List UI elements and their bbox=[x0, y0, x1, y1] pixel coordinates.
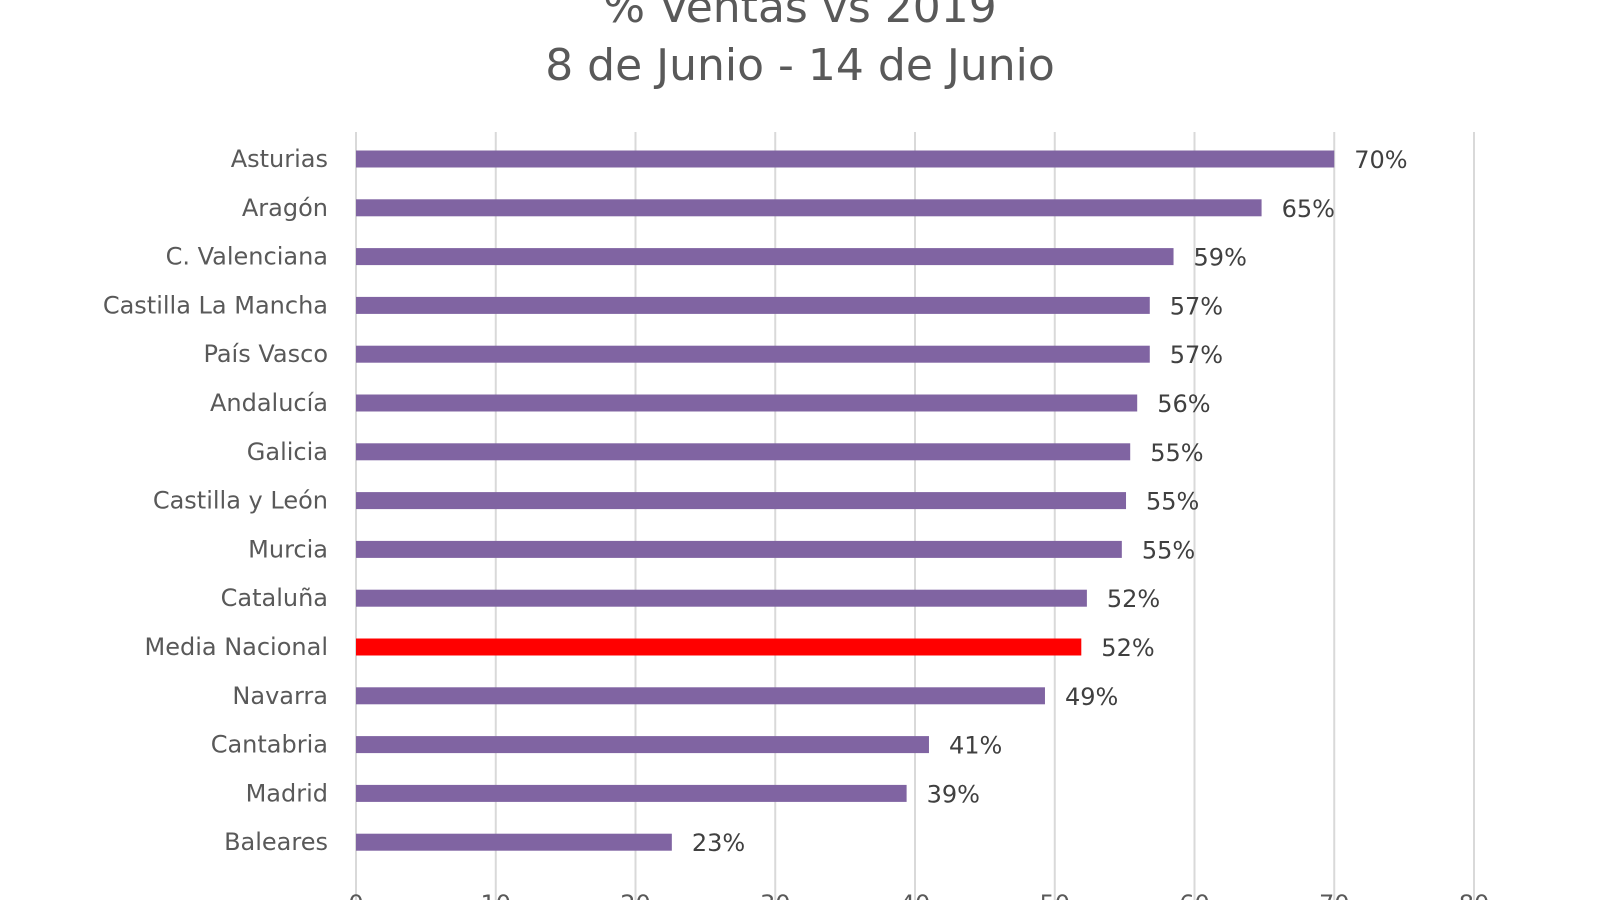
x-tick-label: 40 bbox=[900, 890, 931, 900]
x-tick-label: 20 bbox=[620, 890, 651, 900]
value-label: 55% bbox=[1150, 439, 1203, 467]
x-tick-label: 0 bbox=[348, 890, 363, 900]
bar bbox=[356, 394, 1138, 412]
value-label: 55% bbox=[1142, 536, 1195, 564]
bar-highlight bbox=[356, 638, 1082, 656]
category-label: Media Nacional bbox=[144, 633, 328, 661]
value-labels: 70% 65% 59% 57% 57% 56% 55% 55% 55% 52% 52% 49% 41% 3… bbox=[692, 146, 1408, 857]
category-label: Cataluña bbox=[221, 584, 328, 612]
x-tick-label: 30 bbox=[760, 890, 791, 900]
value-label: 65% bbox=[1282, 195, 1335, 223]
value-label: 55% bbox=[1146, 488, 1199, 516]
bar bbox=[356, 150, 1335, 168]
bar bbox=[356, 687, 1045, 705]
x-tick-label: 70 bbox=[1319, 890, 1350, 900]
value-label: 57% bbox=[1170, 341, 1223, 369]
bars bbox=[356, 150, 1335, 851]
x-tick-label: 60 bbox=[1179, 890, 1210, 900]
chart-subtitle-text: 8 de Junio - 14 de Junio bbox=[545, 40, 1055, 91]
x-tick-label: 10 bbox=[480, 890, 511, 900]
category-label: Castilla La Mancha bbox=[103, 291, 328, 319]
value-label: 49% bbox=[1065, 683, 1118, 711]
x-tick-label: 80 bbox=[1459, 890, 1490, 900]
value-label: 23% bbox=[692, 829, 745, 857]
category-label: C. Valenciana bbox=[166, 243, 328, 271]
category-label: Cantabria bbox=[211, 731, 328, 759]
gridlines bbox=[355, 132, 1475, 900]
value-label: 39% bbox=[927, 780, 980, 808]
category-label: Murcia bbox=[248, 535, 328, 563]
bar bbox=[356, 833, 672, 851]
value-label: 52% bbox=[1101, 634, 1154, 662]
value-label: 70% bbox=[1354, 146, 1407, 174]
bar bbox=[356, 345, 1150, 363]
value-label: 52% bbox=[1107, 585, 1160, 613]
bar bbox=[356, 443, 1131, 461]
bar bbox=[356, 736, 929, 754]
bar bbox=[356, 248, 1174, 266]
bar bbox=[356, 784, 907, 802]
category-label: Baleares bbox=[224, 828, 328, 856]
chart-title-text: % Ventas vs 2019 bbox=[603, 0, 997, 33]
category-label: Galicia bbox=[247, 438, 328, 466]
category-label: País Vasco bbox=[203, 340, 328, 368]
chart-title: % Ventas vs 2019 8 de Junio - 14 de Juni… bbox=[545, 0, 1055, 91]
value-label: 56% bbox=[1157, 390, 1210, 418]
category-label: Aragón bbox=[242, 194, 328, 222]
category-label: Madrid bbox=[246, 779, 328, 807]
bar bbox=[356, 540, 1122, 558]
value-label: 41% bbox=[949, 732, 1002, 760]
value-label: 59% bbox=[1194, 244, 1247, 272]
value-label: 57% bbox=[1170, 292, 1223, 320]
category-label: Asturias bbox=[231, 145, 328, 173]
bar bbox=[356, 296, 1150, 314]
category-label: Andalucía bbox=[210, 389, 328, 417]
x-tick-label: 50 bbox=[1039, 890, 1070, 900]
category-label: Navarra bbox=[232, 682, 328, 710]
bar bbox=[356, 199, 1262, 217]
category-labels: Asturias Aragón C. Valenciana Castilla La M… bbox=[103, 145, 328, 856]
bar bbox=[356, 492, 1127, 510]
x-axis-tick-labels: 0 10 20 30 40 50 60 70 80 bbox=[348, 890, 1489, 900]
category-label: Castilla y León bbox=[153, 487, 328, 515]
bar bbox=[356, 589, 1087, 607]
